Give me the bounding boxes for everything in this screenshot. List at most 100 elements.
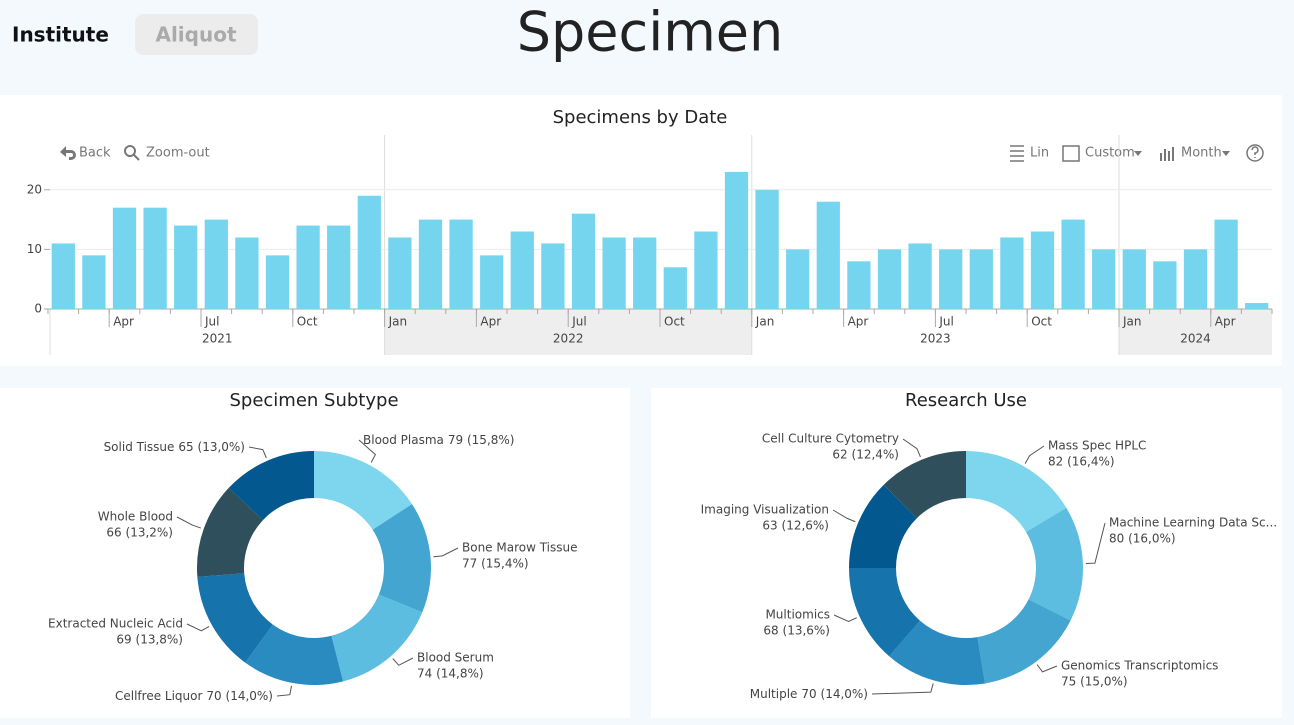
slice-value: 70 (14,0%) — [801, 687, 868, 701]
slice-value: 63 (12,6%) — [762, 519, 829, 533]
x-tick-label: Apr — [480, 315, 501, 329]
bar — [724, 171, 749, 309]
chart-title: Research Use — [905, 390, 1027, 411]
slice-label: Multiple 70 (14,0%) — [750, 687, 868, 701]
back-icon[interactable] — [60, 146, 76, 160]
bar — [816, 201, 840, 309]
leader-line — [832, 509, 856, 523]
bar — [694, 231, 718, 309]
slice-label: Cellfree Liquor 70 (14,0%) — [115, 689, 273, 703]
bar — [143, 207, 167, 309]
bar — [296, 225, 320, 309]
bar — [449, 219, 473, 309]
x-tick-label: Apr — [113, 315, 134, 329]
tab-aliquot-bg[interactable] — [135, 14, 258, 55]
dropdown-arrow[interactable] — [1134, 151, 1142, 156]
bar — [908, 243, 932, 309]
x-tick-label: Oct — [297, 315, 318, 329]
x-tick-label: Jul — [571, 315, 586, 329]
leader-line — [433, 547, 459, 558]
zoom-icon[interactable] — [133, 154, 140, 161]
bar — [1030, 231, 1055, 309]
slice-name: Solid Tissue — [104, 440, 175, 454]
slice-value: 65 (13,0%) — [178, 440, 245, 454]
year-label: 2024 — [1180, 332, 1211, 346]
bar — [265, 255, 290, 309]
scale-button[interactable]: Lin — [1030, 146, 1049, 161]
help-icon[interactable] — [1246, 144, 1264, 162]
bar — [663, 267, 687, 309]
period-icon[interactable] — [1160, 147, 1174, 161]
bar — [755, 189, 779, 309]
slice-name: Blood Serum — [417, 651, 494, 665]
bar — [541, 243, 565, 309]
y-tick-label: 20 — [27, 182, 42, 196]
bar — [939, 249, 963, 309]
zoom-out-button[interactable]: Zoom-out — [146, 146, 210, 161]
range-button[interactable]: Custom — [1085, 146, 1135, 161]
slice-value: 69 (13,8%) — [116, 633, 183, 647]
bar — [357, 195, 381, 309]
leader-line — [871, 683, 934, 695]
x-tick-label: Jul — [204, 315, 219, 329]
bar — [480, 255, 504, 309]
slice-value: 66 (13,2%) — [106, 526, 173, 540]
leader-line — [392, 657, 414, 666]
donut-slice — [314, 451, 412, 530]
slice-value: 77 (15,4%) — [462, 557, 529, 571]
slice-name: Multiomics — [765, 608, 830, 622]
tab-institute[interactable]: Institute — [12, 23, 109, 47]
slice-name: Multiple — [750, 687, 798, 701]
slice-name: Mass Spec HPLC — [1048, 439, 1146, 453]
bar — [1061, 219, 1085, 309]
period-button[interactable]: Month — [1181, 146, 1222, 161]
year-label: 2022 — [553, 332, 584, 346]
leader-line — [1036, 664, 1058, 673]
bar — [510, 231, 534, 309]
x-tick-label: Jan — [1122, 315, 1142, 329]
x-tick-label: Apr — [1215, 315, 1236, 329]
slice-label: Blood Plasma 79 (15,8%) — [363, 433, 514, 447]
slice-name: Cellfree Liquor — [115, 689, 202, 703]
bar — [174, 225, 198, 309]
bar — [633, 237, 657, 309]
dropdown-arrow[interactable] — [1222, 151, 1230, 156]
leader-line — [902, 438, 921, 458]
donut-slice — [331, 594, 423, 682]
year-label: 2023 — [920, 332, 951, 346]
leader-line — [358, 439, 377, 463]
slice-value: 68 (13,6%) — [763, 624, 830, 638]
bar — [847, 261, 871, 309]
donut-slice — [849, 568, 921, 657]
tab-aliquot[interactable]: Aliquot — [155, 23, 236, 47]
donut-slice — [1026, 507, 1084, 621]
year-label: 2021 — [202, 332, 233, 346]
bar — [327, 225, 351, 309]
donut-slice — [889, 620, 986, 686]
calendar-icon[interactable] — [1062, 145, 1080, 162]
page-title: Specimen — [517, 1, 784, 64]
help-icon[interactable] — [1251, 146, 1259, 158]
zoom-icon[interactable] — [124, 145, 136, 157]
back-button[interactable]: Back — [79, 146, 111, 161]
bar — [1092, 249, 1116, 309]
slice-value: 79 (15,8%) — [448, 433, 515, 447]
slice-name: Bone Marow Tissue — [462, 541, 578, 555]
x-tick-label: Oct — [1031, 315, 1052, 329]
bar — [786, 249, 810, 309]
year-band — [1119, 309, 1272, 355]
x-tick-label: Oct — [664, 315, 685, 329]
slice-name: Machine Learning Data Sc... — [1109, 516, 1277, 530]
x-tick-label: Jan — [755, 315, 775, 329]
bar — [388, 237, 412, 309]
leader-line — [1085, 522, 1106, 564]
bar — [235, 237, 259, 309]
scale-icon[interactable] — [1010, 145, 1024, 162]
bar — [418, 219, 443, 309]
x-tick-label: Jan — [388, 315, 408, 329]
leader-line — [176, 516, 202, 529]
chart-title: Specimen Subtype — [229, 390, 398, 411]
leader-line — [1024, 445, 1045, 464]
bar — [1122, 249, 1146, 309]
